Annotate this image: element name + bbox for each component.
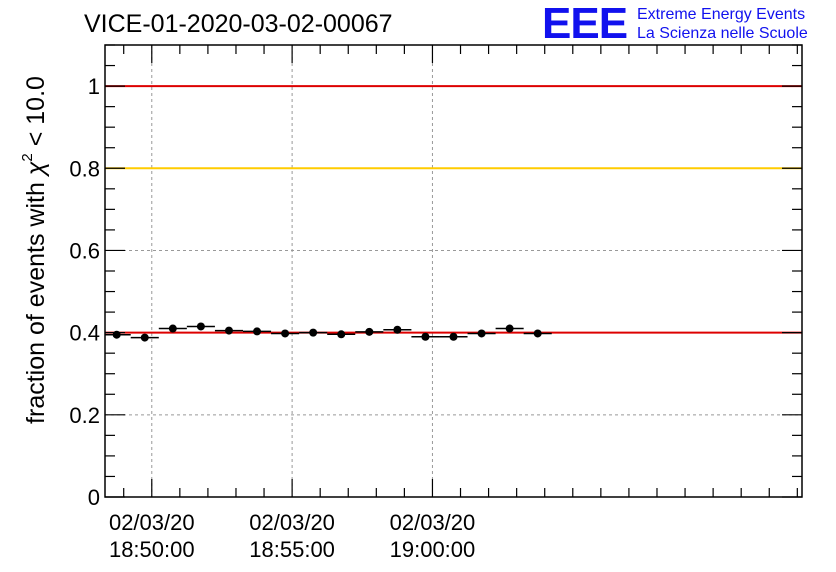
y-tick-label: 0.8 xyxy=(69,156,100,181)
x-tick-label-time: 18:50:00 xyxy=(109,537,195,562)
grid xyxy=(105,45,802,497)
plot-frame xyxy=(104,44,803,498)
reference-lines xyxy=(105,85,802,334)
x-tick-label-date: 02/03/20 xyxy=(390,510,476,535)
data-point xyxy=(533,329,542,338)
y-axis-label-chi: χ xyxy=(22,161,50,177)
eee-logo-mark: EEE xyxy=(542,0,628,48)
data-point xyxy=(224,326,233,335)
logo-text-line1: Extreme Energy Events xyxy=(637,6,806,23)
data-point xyxy=(253,327,262,336)
logo-text-line2: La Scienza nelle Scuole xyxy=(637,25,808,42)
x-tick-label-time: 18:55:00 xyxy=(249,537,335,562)
y-tick-label: 1 xyxy=(88,74,100,99)
data-point xyxy=(365,327,374,336)
data-point xyxy=(281,329,290,338)
y-axis-label-pre: fraction of events with xyxy=(22,175,50,424)
y-tick-label: 0 xyxy=(88,485,100,510)
data-point xyxy=(505,324,514,333)
y-axis-label: fraction of events with χ2 < 10.0 xyxy=(19,76,50,424)
y-tick-label: 0.4 xyxy=(69,321,100,346)
data-point xyxy=(196,322,205,331)
data-point xyxy=(477,329,486,338)
data-points xyxy=(105,322,552,342)
x-tick-label-date: 02/03/20 xyxy=(249,510,335,535)
data-point xyxy=(337,330,346,339)
chart-title: VICE-01-2020-03-02-00067 xyxy=(84,10,393,38)
axis-ticks xyxy=(105,44,802,498)
data-point xyxy=(421,332,430,341)
y-axis-label-post: < 10.0 xyxy=(22,76,50,153)
y-axis-label-sup: 2 xyxy=(19,153,36,161)
data-point xyxy=(140,333,149,342)
x-tick-label-date: 02/03/20 xyxy=(109,510,195,535)
data-point xyxy=(309,328,318,337)
y-tick-label: 0.2 xyxy=(69,403,100,428)
data-point xyxy=(168,324,177,333)
data-point xyxy=(449,332,458,341)
plot-border xyxy=(104,44,803,498)
data-point xyxy=(112,330,121,339)
x-tick-label-time: 19:00:00 xyxy=(390,537,476,562)
data-point xyxy=(393,325,402,334)
tick-labels: 00.20.40.60.8102/03/2018:50:0002/03/2018… xyxy=(69,74,475,562)
y-tick-label: 0.6 xyxy=(69,238,100,263)
